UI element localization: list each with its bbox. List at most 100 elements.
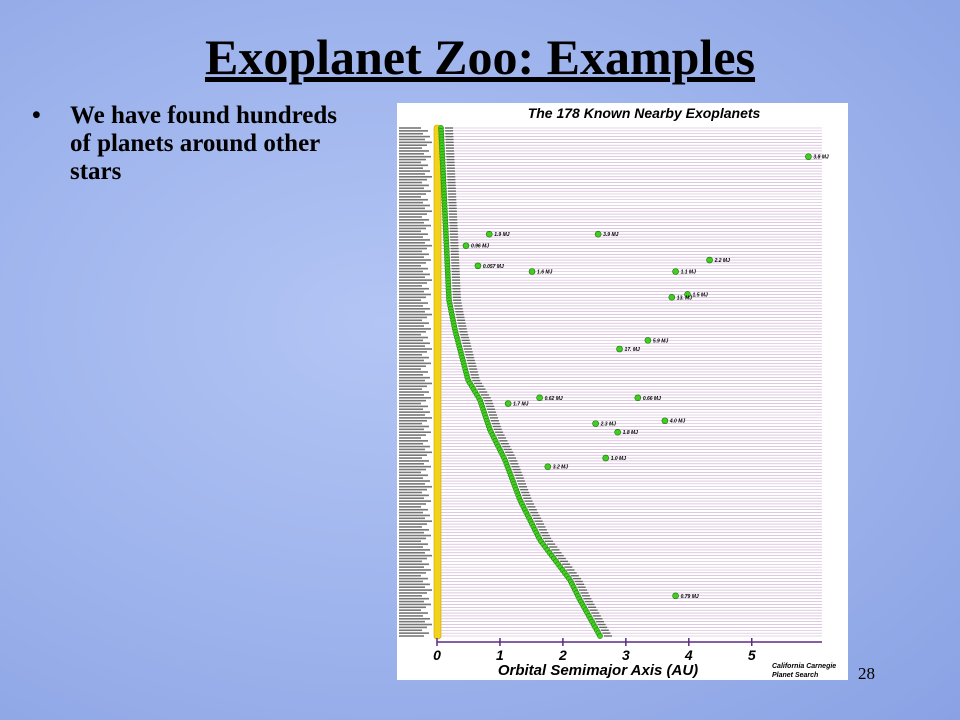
planet	[805, 153, 812, 161]
star-name	[399, 144, 427, 147]
planet	[672, 268, 679, 275]
star-name	[399, 589, 432, 591]
star-name	[399, 454, 427, 456]
mass-label-sketch	[521, 491, 530, 494]
star-name	[399, 419, 427, 422]
star-name	[399, 236, 423, 238]
star-name	[399, 342, 430, 345]
mass-label-sketch	[446, 164, 455, 167]
mass-label-sketch	[599, 626, 608, 629]
page-number: 28	[858, 664, 875, 683]
mass-label-sketch	[447, 190, 456, 192]
star-name	[399, 196, 421, 198]
star-name	[399, 474, 428, 477]
x-tick-label: 0	[433, 647, 441, 663]
x-tick-label: 5	[748, 647, 756, 663]
star-name	[399, 537, 426, 540]
star-name	[399, 336, 428, 339]
mass-label-sketch	[448, 210, 457, 212]
mass-label-sketch	[511, 465, 520, 468]
star-name	[399, 242, 425, 244]
mass-label: 4.0 MJ	[669, 419, 686, 425]
star-name	[399, 244, 432, 247]
star-name	[399, 546, 423, 548]
planet	[614, 428, 621, 436]
mass-label: 17. MJ	[625, 347, 641, 353]
star-name	[399, 204, 430, 207]
star-name	[399, 405, 428, 408]
mass-label-sketch	[452, 290, 461, 293]
mass-label-sketch	[489, 414, 498, 416]
star-name	[399, 615, 423, 617]
mass-label-sketch	[604, 635, 612, 637]
star-name	[399, 287, 429, 290]
mass-label: 0.62 MJ	[545, 396, 563, 402]
mass-label-sketch	[446, 158, 455, 161]
star-name	[399, 506, 421, 508]
star-name	[399, 457, 422, 459]
star-name	[399, 531, 424, 534]
star-name	[399, 259, 431, 261]
star-name	[399, 597, 429, 600]
star-name	[399, 305, 423, 307]
star-name	[399, 606, 426, 609]
mass-label-sketch	[586, 603, 595, 606]
star-name	[399, 526, 422, 528]
star-name	[399, 322, 429, 324]
mass-label: 0.96 MJ	[471, 244, 489, 250]
mass-label-sketch	[452, 296, 461, 299]
mass-label-sketch	[466, 359, 475, 362]
star-name	[399, 549, 430, 551]
mass-label-sketch	[467, 362, 476, 365]
mass-label: 2.3 MJ	[600, 422, 617, 428]
star-name	[399, 385, 427, 388]
star-name	[399, 353, 422, 356]
mass-label-sketch	[455, 313, 464, 316]
mass-label-sketch	[576, 583, 585, 586]
mass-label-sketch	[445, 141, 454, 144]
mass-label-sketch	[456, 316, 465, 319]
mass-label-sketch	[451, 262, 460, 264]
planet	[661, 417, 669, 425]
mass-label-sketch	[600, 629, 609, 631]
star-name	[399, 135, 430, 138]
star-name	[399, 491, 422, 494]
slide-title: Exoplanet Zoo: Examples	[204, 29, 756, 85]
star-name	[399, 333, 421, 336]
mass-label-sketch	[584, 600, 593, 603]
mass-label-sketch	[491, 422, 500, 425]
mass-label-sketch	[447, 178, 456, 181]
star-name	[399, 193, 426, 195]
mass-label-sketch	[448, 204, 457, 207]
x-tick-label: 1	[496, 647, 504, 663]
mass-label-sketch	[522, 494, 531, 497]
mass-label: 1.8 MJ	[623, 430, 639, 436]
star-name	[399, 448, 425, 451]
planet	[485, 230, 493, 238]
mass-label-sketch	[450, 242, 459, 244]
mass-label-sketch	[447, 170, 456, 172]
mass-label-sketch	[588, 606, 597, 608]
mass-label-sketch	[453, 302, 462, 304]
mass-label-sketch	[446, 150, 455, 152]
star-name	[399, 316, 427, 319]
planet	[684, 291, 691, 298]
mass-label-sketch	[448, 193, 457, 195]
mass-label-sketch	[459, 331, 468, 333]
star-name	[399, 382, 432, 385]
mass-label-sketch	[474, 382, 483, 385]
star-name	[399, 262, 426, 264]
star-name	[399, 577, 428, 580]
mass-label-sketch	[452, 282, 461, 284]
star-name	[399, 147, 422, 149]
star-column	[433, 124, 442, 640]
mass-label-sketch	[472, 379, 481, 382]
planet	[616, 345, 623, 353]
star-name	[399, 557, 427, 560]
mass-label-sketch	[450, 239, 459, 241]
mass-label-sketch	[479, 391, 488, 393]
star-name	[399, 356, 429, 359]
mass-label-sketch	[516, 480, 525, 482]
mass-label-sketch	[493, 428, 502, 431]
mass-label: 0.66 MJ	[643, 396, 661, 402]
